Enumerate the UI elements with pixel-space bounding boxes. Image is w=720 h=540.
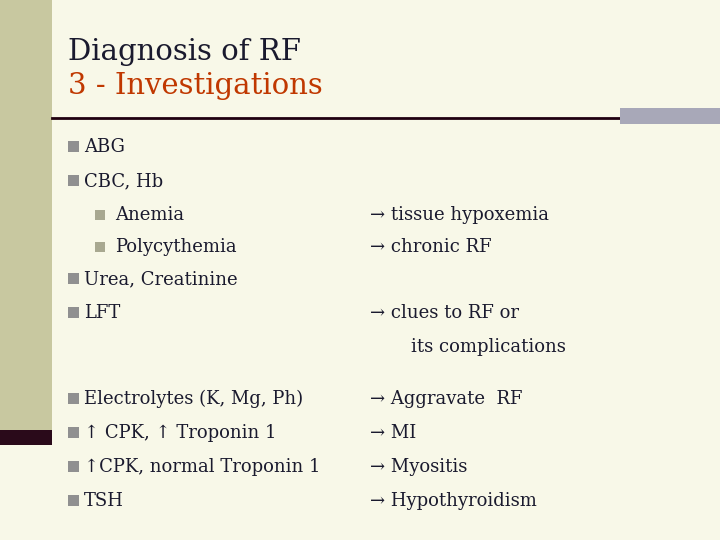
Bar xyxy=(0,430,52,445)
Bar xyxy=(68,175,79,186)
Text: → MI: → MI xyxy=(370,424,416,442)
Bar xyxy=(68,393,79,404)
Text: → Hypothyroidism: → Hypothyroidism xyxy=(370,492,537,510)
Bar xyxy=(0,0,52,430)
Text: 3 - Investigations: 3 - Investigations xyxy=(68,72,323,100)
Text: ↑CPK, normal Troponin 1: ↑CPK, normal Troponin 1 xyxy=(84,458,320,476)
Text: → tissue hypoxemia: → tissue hypoxemia xyxy=(370,206,549,224)
Bar xyxy=(68,495,79,506)
Bar xyxy=(620,108,720,124)
Text: → chronic RF: → chronic RF xyxy=(370,238,492,256)
Text: LFT: LFT xyxy=(84,304,120,322)
Text: its complications: its complications xyxy=(388,338,566,356)
Text: Anemia: Anemia xyxy=(115,206,184,224)
Bar xyxy=(68,427,79,438)
Text: CBC, Hb: CBC, Hb xyxy=(84,172,163,190)
Bar xyxy=(68,273,79,284)
Bar xyxy=(95,242,105,252)
Text: → clues to RF or: → clues to RF or xyxy=(370,304,519,322)
Bar xyxy=(68,307,79,318)
Text: Polycythemia: Polycythemia xyxy=(115,238,237,256)
Bar xyxy=(68,141,79,152)
Text: ↑ CPK, ↑ Troponin 1: ↑ CPK, ↑ Troponin 1 xyxy=(84,424,276,442)
Bar xyxy=(68,461,79,472)
Text: Urea, Creatinine: Urea, Creatinine xyxy=(84,270,238,288)
Text: TSH: TSH xyxy=(84,492,124,510)
Text: Diagnosis of RF: Diagnosis of RF xyxy=(68,38,301,66)
Text: ABG: ABG xyxy=(84,138,125,156)
Text: Electrolytes (K, Mg, Ph): Electrolytes (K, Mg, Ph) xyxy=(84,390,303,408)
Text: → Aggravate  RF: → Aggravate RF xyxy=(370,390,523,408)
Text: → Myositis: → Myositis xyxy=(370,458,467,476)
Bar xyxy=(95,210,105,220)
